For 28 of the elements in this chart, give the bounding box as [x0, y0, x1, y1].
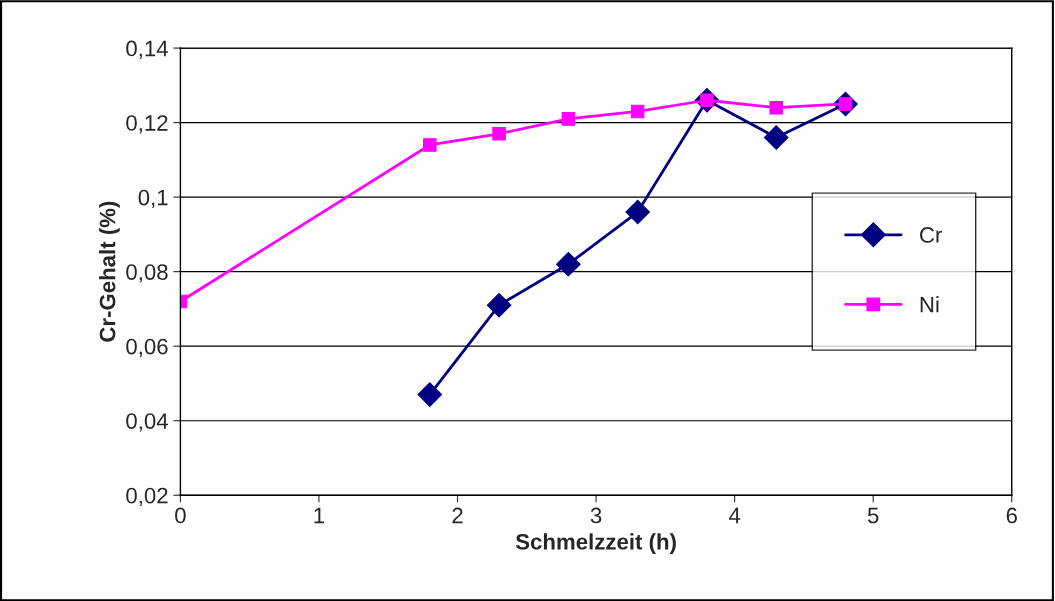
y-tick-label: 0,12 [126, 115, 168, 134]
legend-label: Cr [920, 227, 942, 243]
x-tick-label: 3 [590, 507, 602, 524]
point [423, 138, 437, 152]
y-tick-label: 0,08 [126, 264, 168, 283]
y-tick-label: 0,06 [126, 338, 168, 358]
point [763, 125, 789, 150]
x-axis-title: Schmelzzeit (h) [515, 533, 676, 555]
point [486, 292, 512, 318]
point [556, 251, 581, 277]
x-tick-label: 4 [728, 507, 741, 524]
point [561, 112, 576, 126]
x-tick-label: 5 [867, 507, 879, 524]
point [417, 382, 443, 407]
y-axis-title: Cr-Gehalt (%) [99, 201, 120, 342]
point [630, 104, 645, 119]
point [625, 199, 650, 225]
legend-label: Ni [920, 296, 939, 313]
x-tick-label: 0 [175, 507, 186, 524]
point [769, 100, 783, 115]
point [492, 127, 506, 141]
x-tick-label: 2 [452, 507, 463, 524]
y-tick-label: 0,02 [126, 487, 168, 507]
x-tick-label: 1 [314, 507, 325, 524]
y-tick-label: 0,14 [126, 40, 168, 59]
y-tick-label: 0,1 [138, 189, 168, 209]
y-tick-label: 0,04 [126, 413, 168, 432]
x-tick-label: 6 [1006, 507, 1017, 524]
